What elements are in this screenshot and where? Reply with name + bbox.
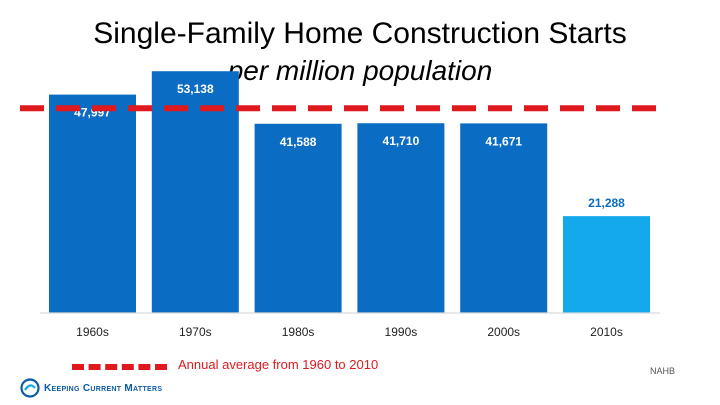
x-tick-label-1970s: 1970s <box>179 325 212 339</box>
brand-name: Keeping Current Matters <box>44 382 163 394</box>
source-label: NAHB <box>650 366 676 376</box>
x-tick-label-1960s: 1960s <box>76 325 109 339</box>
bar-2000s <box>460 123 548 314</box>
bar-1980s <box>254 123 342 313</box>
kcm-logo-icon <box>20 378 40 398</box>
data-label-2010s: 21,288 <box>588 196 625 210</box>
legend-dash-swatch <box>72 364 167 370</box>
bar-1970s <box>151 71 239 313</box>
bar-1990s <box>357 123 445 313</box>
data-label-1980s: 41,588 <box>280 135 317 149</box>
chart-title: Single-Family Home Construction Starts <box>93 17 627 50</box>
x-tick-label-1990s: 1990s <box>385 325 418 339</box>
legend-label: Annual average from 1960 to 2010 <box>178 357 379 372</box>
x-tick-label-2000s: 2000s <box>487 325 520 339</box>
brand-logo: Keeping Current Matters <box>20 377 162 399</box>
x-tick-label-1980s: 1980s <box>282 325 315 339</box>
bar-1960s <box>49 94 136 313</box>
x-tick-label-2010s: 2010s <box>590 325 623 339</box>
data-label-1970s: 53,138 <box>177 82 214 96</box>
bar-2010s <box>563 216 650 313</box>
data-label-2000s: 41,671 <box>485 134 522 148</box>
data-label-1990s: 41,710 <box>383 134 420 148</box>
chart-subtitle: per million population <box>227 55 493 86</box>
